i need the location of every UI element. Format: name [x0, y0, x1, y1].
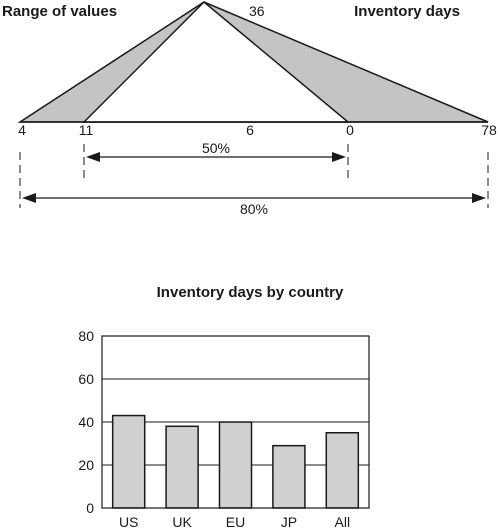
x-category-label: UK: [172, 514, 192, 530]
bar-all: [325, 432, 360, 509]
range-50-arrowhead-left: [86, 152, 100, 162]
axis-label-0: 0: [346, 122, 354, 138]
axis-label-78: 78: [481, 122, 497, 138]
bar-chart: 0 20 40 60 80 US UK EU JP All: [78, 328, 370, 530]
y-tick-label: 0: [86, 500, 94, 516]
bar-eu: [218, 421, 253, 509]
x-category-label: JP: [281, 514, 297, 530]
range-80-arrowhead-right: [472, 193, 486, 203]
axis-label-6: 6: [246, 122, 254, 138]
y-tick-label: 40: [78, 414, 94, 430]
bar-chart-frame: [101, 335, 370, 509]
axis-label-11: 11: [78, 122, 94, 138]
apex-value-label: 36: [249, 3, 265, 19]
x-category-label: US: [119, 514, 138, 530]
bar-chart-title: Inventory days by country: [156, 284, 344, 301]
range-50-arrowhead-right: [332, 152, 346, 162]
inner-range-label: 50%: [201, 140, 231, 156]
inventory-days-title: Inventory days: [354, 3, 460, 20]
y-tick-label: 60: [78, 371, 94, 387]
bar-uk: [165, 425, 199, 509]
outer-range-label: 80%: [239, 201, 269, 217]
y-tick-label: 80: [78, 328, 94, 344]
range-80-arrowhead-left: [22, 193, 36, 203]
x-category-label: EU: [226, 514, 245, 530]
x-category-label: All: [335, 514, 351, 530]
axis-label-4: 4: [18, 122, 26, 138]
bar-jp: [272, 444, 306, 509]
range-of-values-title: Range of values: [2, 3, 118, 20]
y-tick-label: 20: [78, 457, 94, 473]
bar-us: [111, 414, 146, 509]
